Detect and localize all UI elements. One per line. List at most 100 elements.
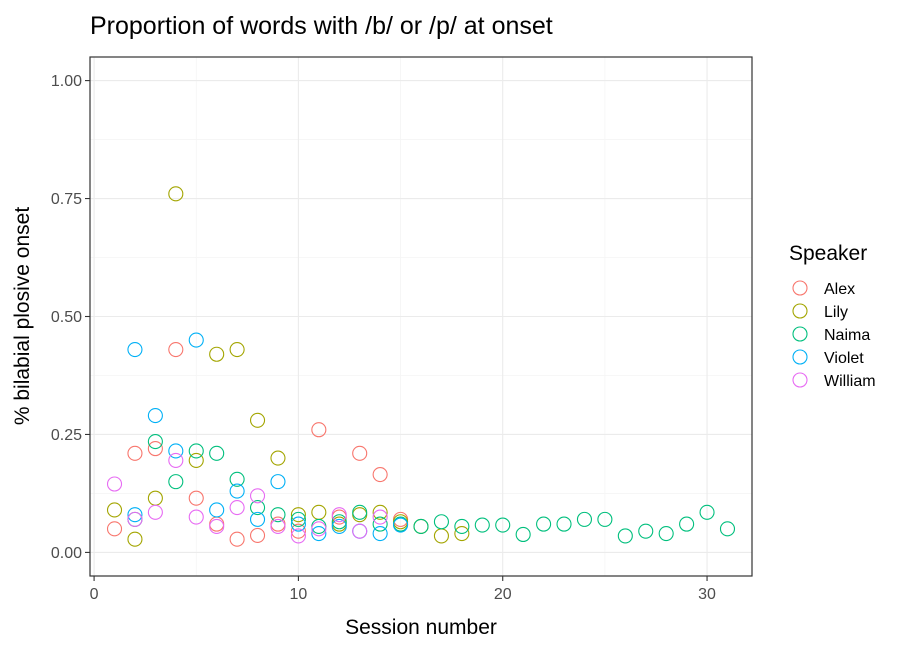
- y-tick-label: 0.25: [51, 427, 82, 444]
- data-point: [679, 516, 695, 532]
- data-point: [209, 346, 225, 362]
- legend: Speaker Alex Lily Naima Violet William: [789, 242, 876, 390]
- legend-item-violet: Violet: [792, 349, 864, 367]
- data-point: [270, 507, 286, 523]
- data-point: [168, 341, 184, 358]
- data-point: [249, 527, 266, 543]
- legend-label: Naima: [824, 327, 870, 344]
- data-point: [229, 483, 245, 499]
- data-point: [331, 507, 347, 523]
- data-point: [311, 525, 327, 542]
- legend-label: Violet: [824, 350, 864, 367]
- series-naima: [127, 433, 736, 544]
- data-point: [270, 474, 286, 490]
- data-point: [127, 341, 143, 358]
- data-point: [188, 443, 204, 459]
- data-point: [168, 186, 184, 202]
- data-point: [168, 474, 184, 490]
- data-point: [290, 523, 306, 539]
- y-tick-label: 0.75: [51, 191, 82, 208]
- data-point: [454, 518, 470, 535]
- data-point: [270, 518, 286, 535]
- data-point: [270, 450, 286, 466]
- axes: 0 10 20 30 0.00 0.25 0.50 0.75 1.00: [51, 73, 716, 603]
- y-axis-title: % bilabial plosive onset: [11, 207, 34, 425]
- x-tick-label: 10: [290, 586, 308, 603]
- data-point: [658, 525, 674, 542]
- legend-items: Alex Lily Naima Violet William: [792, 280, 876, 390]
- data-point: [127, 531, 143, 547]
- data-point: [229, 471, 245, 487]
- data-point: [147, 408, 163, 424]
- legend-key: [792, 326, 808, 342]
- data-point: [597, 511, 613, 527]
- data-point: [474, 517, 490, 533]
- y-tick-label: 0.00: [51, 545, 82, 562]
- data-point: [249, 511, 266, 527]
- data-point: [168, 443, 184, 459]
- data-point: [413, 518, 429, 535]
- legend-item-naima: Naima: [792, 326, 870, 344]
- legend-label: Alex: [824, 281, 855, 298]
- data-point: [209, 502, 225, 518]
- data-point: [127, 445, 143, 461]
- data-point: [147, 504, 163, 520]
- data-point: [617, 528, 633, 544]
- data-point: [372, 516, 388, 532]
- y-tick-label: 0.50: [51, 309, 82, 326]
- data-point: [311, 521, 327, 537]
- data-point: [352, 504, 368, 520]
- data-point: [372, 509, 388, 525]
- data-point: [249, 500, 266, 516]
- data-point: [290, 516, 306, 532]
- x-axis-title: Session number: [345, 616, 497, 639]
- data-point: [556, 516, 572, 532]
- legend-key: [792, 303, 808, 319]
- legend-title: Speaker: [789, 242, 867, 265]
- legend-key: [792, 372, 808, 388]
- x-tick-label: 20: [494, 586, 512, 603]
- data-point: [372, 504, 388, 520]
- data-point: [209, 445, 225, 461]
- data-point: [229, 341, 245, 358]
- legend-item-william: William: [792, 372, 876, 390]
- data-point: [147, 441, 163, 457]
- x-tick-label: 30: [698, 586, 716, 603]
- legend-item-alex: Alex: [792, 280, 855, 298]
- data-point: [188, 509, 204, 525]
- data-point: [352, 445, 368, 461]
- data-point: [168, 452, 184, 468]
- data-point: [495, 517, 511, 533]
- data-point: [536, 516, 552, 532]
- legend-key: [792, 349, 808, 365]
- data-point: [352, 523, 368, 539]
- data-point: [393, 517, 409, 533]
- data-point: [290, 528, 306, 544]
- legend-key: [792, 280, 808, 296]
- data-point: [290, 511, 306, 527]
- data-point: [229, 531, 245, 547]
- data-point: [188, 452, 204, 468]
- x-tick-label: 0: [90, 586, 99, 603]
- data-point: [331, 518, 347, 535]
- data-point: [576, 511, 593, 527]
- data-point: [127, 507, 143, 523]
- data-point: [249, 488, 266, 504]
- legend-label: William: [824, 373, 876, 390]
- data-point: [106, 521, 123, 537]
- data-point: [311, 422, 327, 438]
- legend-item-lily: Lily: [792, 303, 848, 321]
- series-william: [106, 452, 388, 544]
- data-point: [209, 518, 225, 535]
- data-points: [106, 186, 736, 547]
- data-point: [699, 504, 715, 520]
- y-tick-label: 1.00: [51, 73, 82, 90]
- data-point: [188, 332, 204, 348]
- data-point: [147, 433, 163, 450]
- data-point: [331, 514, 347, 530]
- data-point: [515, 526, 531, 543]
- data-point: [719, 521, 736, 537]
- legend-label: Lily: [824, 304, 848, 321]
- data-point: [249, 412, 266, 428]
